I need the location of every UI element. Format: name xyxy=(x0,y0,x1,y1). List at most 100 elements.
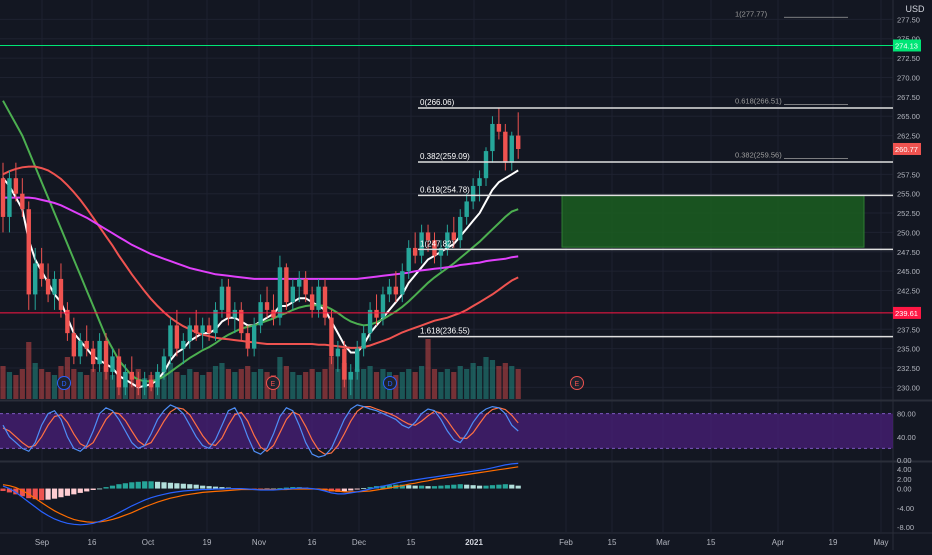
price-tick-label: 275.00 xyxy=(897,35,920,44)
candle-body xyxy=(264,302,270,310)
candle-body xyxy=(419,232,424,256)
candle-body xyxy=(361,333,366,349)
macd-histogram-bar xyxy=(77,488,83,493)
macd-histogram-bar xyxy=(496,484,502,489)
candle-body xyxy=(451,232,456,241)
macd-histogram-bar xyxy=(122,483,128,489)
time-axis-label: Dec xyxy=(352,538,366,547)
candle-body xyxy=(490,123,495,152)
volume-bar xyxy=(13,375,19,399)
candle-body xyxy=(232,309,238,318)
candle-body xyxy=(200,325,205,334)
volume-bar xyxy=(444,369,450,399)
volume-bar xyxy=(109,375,116,399)
candle-body xyxy=(277,267,283,318)
moving-average-line xyxy=(2,165,519,349)
candle-body xyxy=(148,379,154,388)
candle-body xyxy=(219,286,225,310)
earnings-marker-letter: E xyxy=(271,381,276,388)
volume-bar xyxy=(315,372,322,399)
macd-histogram-bar xyxy=(212,486,219,489)
macd-histogram-bar xyxy=(90,488,96,490)
price-tick-label: 255.00 xyxy=(897,190,920,199)
candle-body xyxy=(45,278,51,295)
macd-histogram-bar xyxy=(161,482,167,489)
volume-bar xyxy=(419,366,425,399)
volume-bar xyxy=(174,372,180,399)
volume-bar xyxy=(367,366,373,399)
macd-histogram-bar xyxy=(386,485,392,489)
macd-tick-label: 2.00 xyxy=(897,475,912,484)
candle-body xyxy=(116,356,122,388)
macd-histogram-bar xyxy=(180,483,186,489)
macd-histogram-bar xyxy=(451,484,457,489)
volume-bar xyxy=(32,363,38,399)
candle-body xyxy=(20,193,25,210)
candle-body xyxy=(194,325,199,334)
candle-body xyxy=(52,278,57,295)
fib-level-label: 0(266.06) xyxy=(420,98,455,107)
candle-body xyxy=(123,371,128,388)
candle-body xyxy=(251,325,257,349)
macd-histogram-bar xyxy=(129,482,135,489)
candle-body xyxy=(374,309,379,318)
candle-body xyxy=(142,379,147,388)
volume-bar xyxy=(6,372,13,399)
macd-histogram-bar xyxy=(45,488,51,500)
earnings-marker-letter: D xyxy=(388,381,393,388)
time-axis-label: Sep xyxy=(35,538,50,547)
candle-body xyxy=(290,286,295,303)
candle-body xyxy=(97,340,102,365)
volume-bar xyxy=(464,369,470,399)
candle-body xyxy=(516,135,521,149)
volume-bar xyxy=(193,372,199,399)
time-axis-label: 15 xyxy=(407,538,416,547)
macd-histogram-bar xyxy=(0,488,6,491)
candle-body xyxy=(432,240,437,256)
macd-histogram-bar xyxy=(515,485,521,489)
macd-histogram-bar xyxy=(174,483,180,489)
price-tick-label: 277.50 xyxy=(897,15,920,24)
candle-body xyxy=(458,216,463,241)
candle-body xyxy=(0,178,6,217)
price-tick-label: 252.50 xyxy=(897,209,920,218)
candle-body xyxy=(103,340,109,372)
candle-body xyxy=(39,263,44,279)
candle-body xyxy=(316,286,321,310)
macd-tick-label: -8.00 xyxy=(897,523,914,532)
price-tick-label: 247.50 xyxy=(897,248,920,257)
stoch-tick-label: 80.00 xyxy=(897,410,916,419)
macd-histogram-bar xyxy=(483,485,489,489)
candle-body xyxy=(380,294,386,318)
volume-bar xyxy=(219,363,225,399)
price-line-tag xyxy=(893,306,921,319)
earnings-marker-letter: D xyxy=(62,381,67,388)
candle-body xyxy=(400,271,405,295)
candle-body xyxy=(303,278,308,295)
volume-bar xyxy=(335,369,341,399)
fib-level-label: 0.618(254.78) xyxy=(420,185,470,194)
macd-histogram-bar xyxy=(103,487,109,489)
currency-label[interactable]: USD xyxy=(905,4,925,14)
time-axis-label: Nov xyxy=(252,538,266,547)
time-axis-label: 16 xyxy=(88,538,97,547)
macd-histogram-bar xyxy=(148,481,154,489)
macd-histogram-bar xyxy=(51,488,58,499)
volume-bar xyxy=(457,366,463,399)
volume-bar xyxy=(277,357,283,399)
macd-histogram-bar xyxy=(290,487,296,489)
time-axis-label: May xyxy=(873,538,888,547)
volume-bar xyxy=(45,372,51,399)
volume-bar xyxy=(212,366,219,399)
macd-histogram-bar xyxy=(412,485,418,489)
candle-body xyxy=(71,333,77,357)
candle-body xyxy=(226,286,231,318)
macd-histogram-bar xyxy=(431,486,438,489)
macd-histogram-bar xyxy=(154,481,161,489)
candle-body xyxy=(284,267,289,303)
volume-bar xyxy=(509,366,515,399)
candle-body xyxy=(168,325,173,357)
